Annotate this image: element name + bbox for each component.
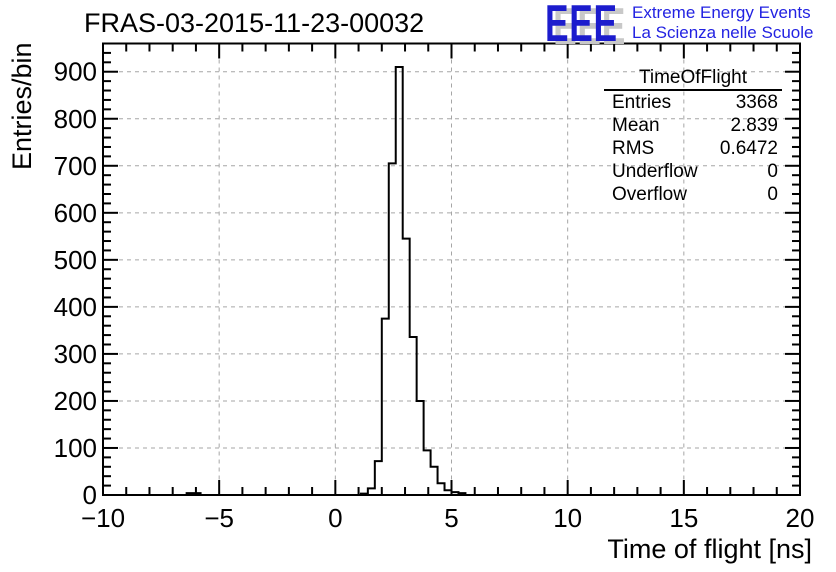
logo-line-2: La Scienza nelle Scuole xyxy=(632,22,814,42)
y-axis-title: Entries/bin xyxy=(7,42,37,170)
logo-line-1: Extreme Energy Events xyxy=(632,3,811,22)
y-tick-label: 300 xyxy=(54,339,97,369)
stat-label: RMS xyxy=(612,138,655,159)
y-tick-label: 900 xyxy=(54,57,97,87)
plot-title: FRAS-03-2015-11-23-00032 xyxy=(84,8,425,38)
eee-logo: EEE Extreme Energy Events La Scienza nel… xyxy=(545,0,836,53)
x-tick-label: −10 xyxy=(81,503,125,533)
x-tick-label: 10 xyxy=(553,503,582,533)
stat-label: Overflow xyxy=(612,184,687,205)
stats-box: TimeOfFlight Entries 3368 Mean 2.839 RMS… xyxy=(604,67,782,206)
y-tick-label: 0 xyxy=(83,480,97,510)
stat-value: 0 xyxy=(767,184,778,205)
y-tick-label: 400 xyxy=(54,292,97,322)
stat-row-underflow: Underflow 0 xyxy=(604,160,782,183)
y-tick-label: 800 xyxy=(54,104,97,134)
x-axis-title: Time of flight [ns] xyxy=(607,534,812,564)
y-tick-label: 600 xyxy=(54,198,97,228)
x-tick-label: −5 xyxy=(204,503,234,533)
y-tick-label: 700 xyxy=(54,151,97,181)
eee-logo-text: Extreme Energy Events La Scienza nelle S… xyxy=(632,3,813,42)
y-tick-label: 100 xyxy=(54,433,97,463)
stat-value: 0.6472 xyxy=(719,138,778,159)
x-tick-label: 15 xyxy=(669,503,698,533)
x-tick-label: 0 xyxy=(328,503,342,533)
y-tick-label: 200 xyxy=(54,386,97,416)
stat-label: Mean xyxy=(612,115,660,136)
x-tick-label: 20 xyxy=(786,503,815,533)
stat-value: 2.839 xyxy=(730,115,778,136)
stat-value: 3368 xyxy=(735,92,778,113)
stat-row-overflow: Overflow 0 xyxy=(604,183,782,206)
stats-title: TimeOfFlight xyxy=(604,67,782,91)
stat-label: Underflow xyxy=(612,161,698,182)
x-tick-label: 5 xyxy=(444,503,458,533)
y-tick-label: 500 xyxy=(54,245,97,275)
stat-row-rms: RMS 0.6472 xyxy=(604,137,782,160)
stat-row-mean: Mean 2.839 xyxy=(604,114,782,137)
stat-row-entries: Entries 3368 xyxy=(604,91,782,114)
stat-value: 0 xyxy=(767,161,778,182)
eee-wordmark: EEE xyxy=(545,0,618,53)
stat-label: Entries xyxy=(612,92,672,113)
